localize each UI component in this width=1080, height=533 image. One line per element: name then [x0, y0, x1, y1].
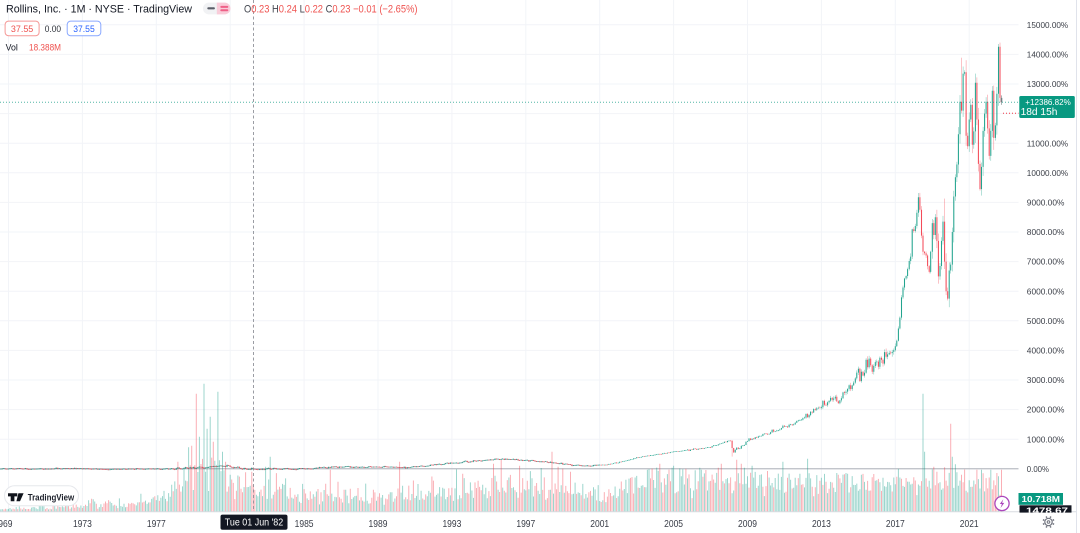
svg-text:7000.00%: 7000.00%: [1027, 257, 1065, 267]
svg-text:0.00%: 0.00%: [1027, 464, 1050, 474]
svg-text:1993: 1993: [442, 519, 461, 530]
svg-text:1000.00%: 1000.00%: [1027, 434, 1065, 444]
svg-text:18d 15h: 18d 15h: [1021, 107, 1058, 118]
svg-text:2009: 2009: [738, 519, 757, 530]
svg-text:13000.00%: 13000.00%: [1027, 79, 1069, 89]
svg-text:1985: 1985: [295, 519, 314, 530]
svg-text:2013: 2013: [812, 519, 831, 530]
svg-text:14000.00%: 14000.00%: [1027, 50, 1069, 60]
svg-text:2000.00%: 2000.00%: [1027, 405, 1065, 415]
svg-text:Tue 01 Jun ′82: Tue 01 Jun ′82: [225, 518, 284, 529]
svg-text:18.388M: 18.388M: [29, 43, 61, 53]
svg-text:Rollins, Inc. · 1M · NYSE · Tr: Rollins, Inc. · 1M · NYSE · TradingView: [6, 4, 193, 16]
svg-text:37.55: 37.55: [73, 24, 94, 34]
svg-text:2001: 2001: [590, 519, 609, 530]
svg-text:O0.23 H0.24 L0.22 C0.23 −0.01: O0.23 H0.24 L0.22 C0.23 −0.01 (−2.65%): [244, 4, 418, 16]
svg-text:6000.00%: 6000.00%: [1027, 286, 1065, 296]
svg-text:0.00: 0.00: [45, 24, 61, 34]
svg-text:+12386.82%: +12386.82%: [1025, 97, 1071, 107]
svg-text:2005: 2005: [664, 519, 683, 530]
svg-text:37.55: 37.55: [11, 24, 33, 34]
svg-text:3000.00%: 3000.00%: [1027, 375, 1065, 385]
svg-text:15000.00%: 15000.00%: [1027, 20, 1069, 30]
svg-text:2021: 2021: [960, 519, 979, 530]
svg-text:1478.67: 1478.67: [1026, 505, 1068, 515]
svg-text:TradingView: TradingView: [28, 491, 75, 502]
svg-text:Vol: Vol: [6, 43, 18, 53]
svg-text:9000.00%: 9000.00%: [1027, 198, 1065, 208]
svg-text:8000.00%: 8000.00%: [1027, 227, 1065, 237]
svg-text:2017: 2017: [886, 519, 905, 530]
svg-text:1973: 1973: [73, 519, 92, 530]
svg-text:1997: 1997: [516, 519, 535, 530]
svg-text:5000.00%: 5000.00%: [1027, 316, 1065, 326]
svg-text:1977: 1977: [147, 519, 166, 530]
svg-text:1969: 1969: [0, 519, 13, 530]
svg-text:1989: 1989: [369, 519, 388, 530]
svg-text:10000.00%: 10000.00%: [1027, 168, 1069, 178]
svg-text:10.718M: 10.718M: [1022, 494, 1061, 504]
svg-text:4000.00%: 4000.00%: [1027, 346, 1065, 356]
svg-text:11000.00%: 11000.00%: [1027, 138, 1069, 148]
